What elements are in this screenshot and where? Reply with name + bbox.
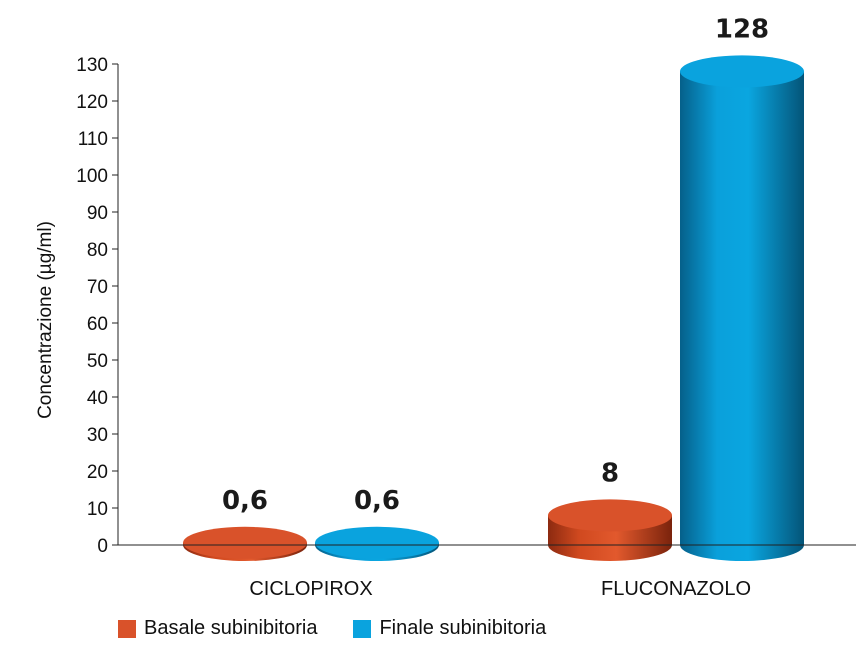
bar-top <box>548 499 672 532</box>
y-tick-label: 110 <box>78 129 108 150</box>
y-tick-label: 70 <box>87 277 108 298</box>
y-tick-label: 130 <box>76 55 108 76</box>
legend-swatch-finale <box>353 619 372 638</box>
y-tick-label: 20 <box>87 462 108 483</box>
bar-basale-subinibitoria-ciclopirox <box>183 526 307 561</box>
data-label: 0,6 <box>222 486 268 516</box>
legend-swatch-basale <box>118 619 136 638</box>
legend-label-basale: Basale subinibitoria <box>144 617 318 639</box>
bar-top <box>680 55 804 88</box>
y-tick-label: 60 <box>87 314 108 335</box>
legend-label-finale: Finale subinibitoria <box>379 617 547 639</box>
legend: Basale subinibitoria Finale subinibitori… <box>118 617 582 640</box>
y-tick-label: 50 <box>87 351 108 372</box>
y-tick-label: 10 <box>87 499 108 520</box>
y-tick-label: 120 <box>76 92 108 113</box>
category-label: CICLOPIROX <box>249 578 372 600</box>
y-ticks: 0 10 20 30 40 50 60 70 80 90 100 110 120 130 <box>76 55 118 557</box>
bar-finale-subinibitoria-fluconazolo <box>680 55 804 562</box>
bar-basale-subinibitoria-fluconazolo <box>548 499 672 561</box>
bar-finale-subinibitoria-ciclopirox <box>315 526 439 561</box>
legend-item-finale: Finale subinibitoria <box>353 617 546 640</box>
category-label: FLUCONAZOLO <box>601 578 751 600</box>
bar-top <box>183 526 307 559</box>
data-labels: 0,6 0,6 8 128 <box>222 14 769 515</box>
data-label: 128 <box>715 14 769 44</box>
y-tick-label: 40 <box>87 388 108 409</box>
legend-item-basale: Basale subinibitoria <box>118 617 317 640</box>
bars <box>183 55 804 562</box>
axes: Concentrazione (µg/ml) <box>35 64 119 545</box>
y-tick-label: 0 <box>97 536 108 557</box>
data-label: 0,6 <box>354 486 400 516</box>
y-tick-label: 30 <box>87 425 108 446</box>
y-axis-label: Concentrazione (µg/ml) <box>35 221 56 419</box>
y-tick-label: 90 <box>87 203 108 224</box>
data-label: 8 <box>601 458 619 488</box>
bar-top <box>315 526 439 559</box>
bar-body <box>680 71 804 562</box>
category-labels: CICLOPIROX FLUCONAZOLO <box>249 578 751 600</box>
y-tick-label: 80 <box>87 240 108 261</box>
y-tick-label: 100 <box>76 166 108 187</box>
